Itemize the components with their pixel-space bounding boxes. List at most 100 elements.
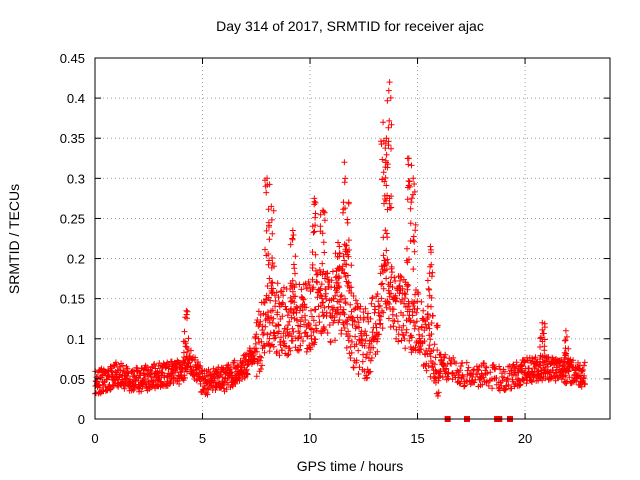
data-point — [426, 325, 433, 332]
data-point — [303, 304, 310, 311]
data-point — [212, 387, 219, 393]
data-point — [407, 220, 414, 227]
data-point — [561, 358, 568, 365]
data-point — [323, 296, 330, 302]
data-point — [539, 326, 546, 333]
data-point — [342, 300, 349, 307]
data-point — [375, 303, 382, 310]
data-point — [335, 275, 342, 282]
data-point — [137, 369, 144, 376]
data-point — [345, 237, 352, 244]
data-point — [374, 348, 381, 355]
data-point — [295, 334, 302, 341]
x-axis-label: GPS time / hours — [297, 458, 404, 474]
data-point — [119, 362, 126, 369]
data-point — [292, 253, 299, 260]
data-point — [380, 309, 387, 316]
data-point — [390, 323, 397, 330]
data-point — [303, 348, 310, 355]
data-point — [523, 380, 530, 387]
data-point — [410, 237, 417, 244]
data-point — [561, 349, 568, 356]
data-point — [316, 266, 323, 273]
data-point — [483, 364, 490, 371]
data-point — [401, 335, 408, 342]
data-point — [404, 259, 411, 266]
data-point — [343, 242, 350, 249]
data-point — [320, 299, 327, 306]
data-point — [302, 317, 309, 323]
data-point — [334, 279, 341, 286]
data-point — [502, 368, 508, 375]
data-point — [292, 293, 299, 300]
data-point — [579, 367, 586, 373]
data-point — [355, 319, 362, 326]
data-point — [381, 178, 388, 185]
data-point — [345, 279, 352, 286]
data-point — [121, 385, 128, 392]
data-point — [300, 338, 306, 344]
data-point — [270, 315, 277, 322]
data-point — [328, 277, 335, 284]
data-point — [447, 360, 454, 367]
data-point — [415, 291, 422, 297]
data-point — [386, 283, 393, 290]
data-point — [367, 349, 374, 356]
data-point — [332, 337, 338, 344]
data-point — [350, 293, 357, 299]
data-point — [270, 207, 277, 214]
data-point — [309, 313, 315, 320]
data-point — [484, 370, 491, 376]
data-point — [434, 322, 441, 329]
data-point — [407, 238, 414, 244]
data-point — [342, 205, 348, 212]
data-point — [287, 294, 294, 301]
data-point — [489, 385, 496, 392]
data-point — [369, 294, 376, 301]
data-point — [340, 199, 347, 206]
data-point — [124, 365, 131, 372]
data-point — [324, 270, 331, 277]
data-point — [518, 361, 525, 368]
data-point — [244, 370, 250, 377]
data-point — [297, 318, 304, 325]
data-point — [389, 311, 396, 318]
data-point — [269, 307, 276, 314]
data-point — [401, 295, 408, 302]
y-tick-label: 0.4 — [67, 91, 85, 106]
data-point — [408, 195, 415, 202]
data-point — [382, 174, 389, 181]
data-point — [532, 354, 539, 361]
data-point — [345, 253, 352, 260]
data-point — [282, 333, 289, 339]
data-point — [377, 320, 384, 327]
y-tick-label: 0.3 — [67, 171, 85, 186]
y-axis-label: SRMTID / TECUs — [6, 184, 22, 294]
data-point — [408, 334, 415, 341]
data-point — [428, 320, 435, 326]
data-point — [368, 355, 375, 361]
data-point — [289, 227, 296, 234]
data-point — [289, 337, 296, 344]
data-point — [285, 351, 292, 358]
data-point — [395, 338, 402, 345]
data-point — [351, 318, 358, 325]
data-point — [325, 303, 332, 310]
data-point — [289, 288, 296, 295]
data-point — [405, 282, 412, 289]
data-point — [292, 270, 298, 277]
data-point — [322, 286, 329, 292]
data-point — [349, 338, 355, 345]
data-point — [426, 286, 433, 293]
data-point — [552, 377, 559, 384]
data-point — [281, 340, 288, 347]
data-point — [404, 196, 411, 203]
data-point — [368, 300, 375, 307]
data-point — [383, 151, 390, 158]
data-point — [460, 373, 467, 380]
data-point — [258, 354, 265, 361]
data-point — [289, 277, 296, 284]
data-point — [404, 286, 411, 293]
data-point — [300, 296, 307, 303]
data-point — [269, 230, 276, 237]
